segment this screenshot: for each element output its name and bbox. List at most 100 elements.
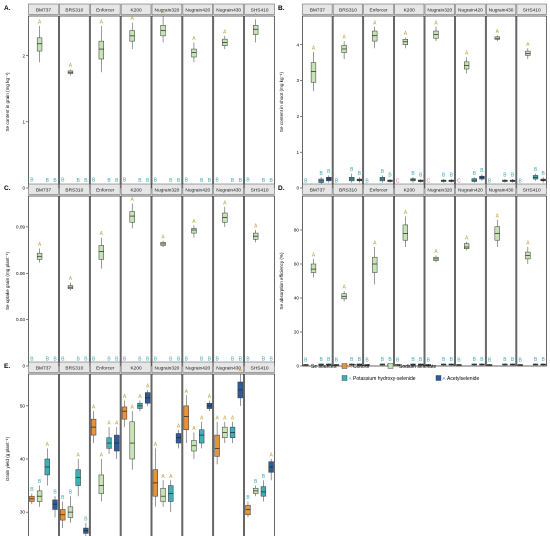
facet-strip bbox=[182, 3, 213, 15]
box-sodium-selenate: A bbox=[191, 426, 197, 459]
facet-frame bbox=[332, 15, 364, 189]
y-axis-label: Se content in grain (mg kg⁻¹) bbox=[5, 72, 10, 132]
significance-letter: A bbox=[100, 453, 104, 459]
y-tick-label: 0 bbox=[296, 364, 299, 369]
facet-frame bbox=[151, 373, 183, 536]
significance-letter: B bbox=[84, 178, 88, 184]
facet-label: Enforcer bbox=[96, 188, 115, 194]
significance-letter: B bbox=[107, 357, 111, 363]
significance-letter: B bbox=[154, 356, 158, 362]
box-potassium-hydroxy-selenide: B bbox=[410, 171, 416, 183]
facet-strip bbox=[455, 3, 486, 15]
facet-strip bbox=[244, 3, 275, 15]
box-body bbox=[199, 429, 205, 444]
significance-letter: A bbox=[192, 426, 196, 432]
significance-letter: A bbox=[342, 285, 346, 291]
y-tick-label: 1 bbox=[296, 150, 299, 155]
facet-frame bbox=[213, 195, 244, 367]
box-sodium-selenate: A bbox=[160, 474, 166, 507]
box-sodium-selenate: A bbox=[433, 20, 439, 42]
box-body bbox=[310, 62, 317, 83]
significance-letter: B bbox=[123, 356, 127, 362]
significance-letter: B bbox=[534, 167, 538, 173]
significance-letter: B bbox=[246, 178, 250, 184]
panel-a: A.Se content in grain (mg kg⁻¹)012BM737B… bbox=[4, 3, 275, 191]
facet-strip bbox=[90, 183, 121, 195]
facet-strip bbox=[244, 361, 275, 373]
facet-label: Nugrain320 bbox=[155, 188, 180, 194]
facet-strip bbox=[516, 183, 547, 195]
significance-letter: A bbox=[208, 394, 212, 400]
y-tick-label: 3 bbox=[296, 78, 299, 83]
significance-letter: A bbox=[123, 394, 127, 400]
facet-label: BRS310 bbox=[65, 8, 83, 14]
significance-letter: B bbox=[350, 167, 354, 173]
significance-letter: A bbox=[526, 42, 530, 48]
significance-letter: B bbox=[304, 357, 308, 363]
box-potassium-hydroxy-selenide: B bbox=[441, 173, 447, 183]
box-sodium-selenate: A bbox=[433, 249, 439, 263]
facet-frame bbox=[394, 15, 425, 189]
box-control: B bbox=[517, 357, 523, 366]
box-control: A bbox=[90, 405, 97, 444]
facet-frame bbox=[394, 195, 425, 367]
significance-letter: B bbox=[358, 357, 362, 363]
box-body bbox=[183, 405, 189, 431]
significance-letter: B bbox=[388, 357, 392, 363]
significance-letter: A bbox=[77, 453, 81, 459]
facet-label: Nugrain420 bbox=[185, 188, 210, 194]
facet-strip bbox=[394, 3, 425, 15]
significance-letter: A bbox=[465, 51, 469, 57]
box-body bbox=[463, 243, 470, 249]
significance-letter: B bbox=[519, 179, 523, 185]
box-control: B bbox=[456, 357, 462, 366]
significance-letter: A bbox=[223, 29, 227, 35]
significance-letter: B bbox=[138, 178, 142, 184]
significance-letter: B bbox=[327, 169, 331, 175]
box-sodium-selenate: A bbox=[494, 29, 500, 42]
legend-label: Potassium hydroxy-selenide bbox=[353, 376, 416, 382]
facet-frame bbox=[424, 195, 455, 367]
facet-label: SHS410 bbox=[523, 8, 541, 14]
significance-letter: B bbox=[53, 178, 57, 184]
significance-letter: A bbox=[107, 421, 111, 427]
box-control: B bbox=[333, 357, 340, 366]
facet-frame bbox=[28, 15, 59, 189]
legend-item: A Potassium hydroxy-selenide bbox=[341, 375, 416, 382]
significance-letter: B bbox=[511, 173, 515, 179]
facet-strip bbox=[213, 3, 244, 15]
significance-letter: A bbox=[161, 10, 165, 16]
significance-letter: B bbox=[427, 357, 431, 363]
legend-label: Acetylselenide bbox=[447, 376, 479, 382]
box-control: A bbox=[121, 394, 128, 428]
facet-label: Nugrain420 bbox=[458, 188, 483, 194]
significance-letter: A bbox=[434, 20, 438, 26]
box-sodium-selenate: A bbox=[222, 29, 228, 50]
significance-letter: A bbox=[526, 241, 530, 247]
significance-letter: B bbox=[77, 357, 81, 363]
box-sodium-selenate: A bbox=[160, 234, 166, 247]
box-acetylselenide: B bbox=[448, 357, 454, 366]
box-potassium-hydroxy-selenide: B bbox=[471, 171, 477, 183]
significance-letter: B bbox=[488, 357, 492, 363]
box-acetylselenide: A bbox=[114, 421, 120, 459]
significance-letter: B bbox=[450, 357, 454, 363]
box-potassium-hydroxy-selenide: B bbox=[349, 167, 355, 183]
box-sodium-selenate: A bbox=[129, 197, 135, 229]
y-axis-label: Se absorption efficiency (%) bbox=[279, 252, 284, 310]
box-potassium-hydroxy-selenide: B bbox=[532, 167, 539, 181]
significance-letter: A bbox=[115, 421, 119, 427]
box-sodium-selenate: A bbox=[341, 285, 347, 302]
facet-frame bbox=[516, 15, 547, 189]
significance-letter: A bbox=[161, 234, 165, 240]
box-acetylselenide: B bbox=[83, 516, 89, 536]
box-sodium-selenate: B bbox=[36, 479, 43, 507]
significance-letter: B bbox=[411, 357, 415, 363]
significance-letter: A bbox=[342, 35, 346, 41]
y-tick-label: 40 bbox=[294, 296, 300, 301]
significance-letter: B bbox=[30, 487, 34, 493]
